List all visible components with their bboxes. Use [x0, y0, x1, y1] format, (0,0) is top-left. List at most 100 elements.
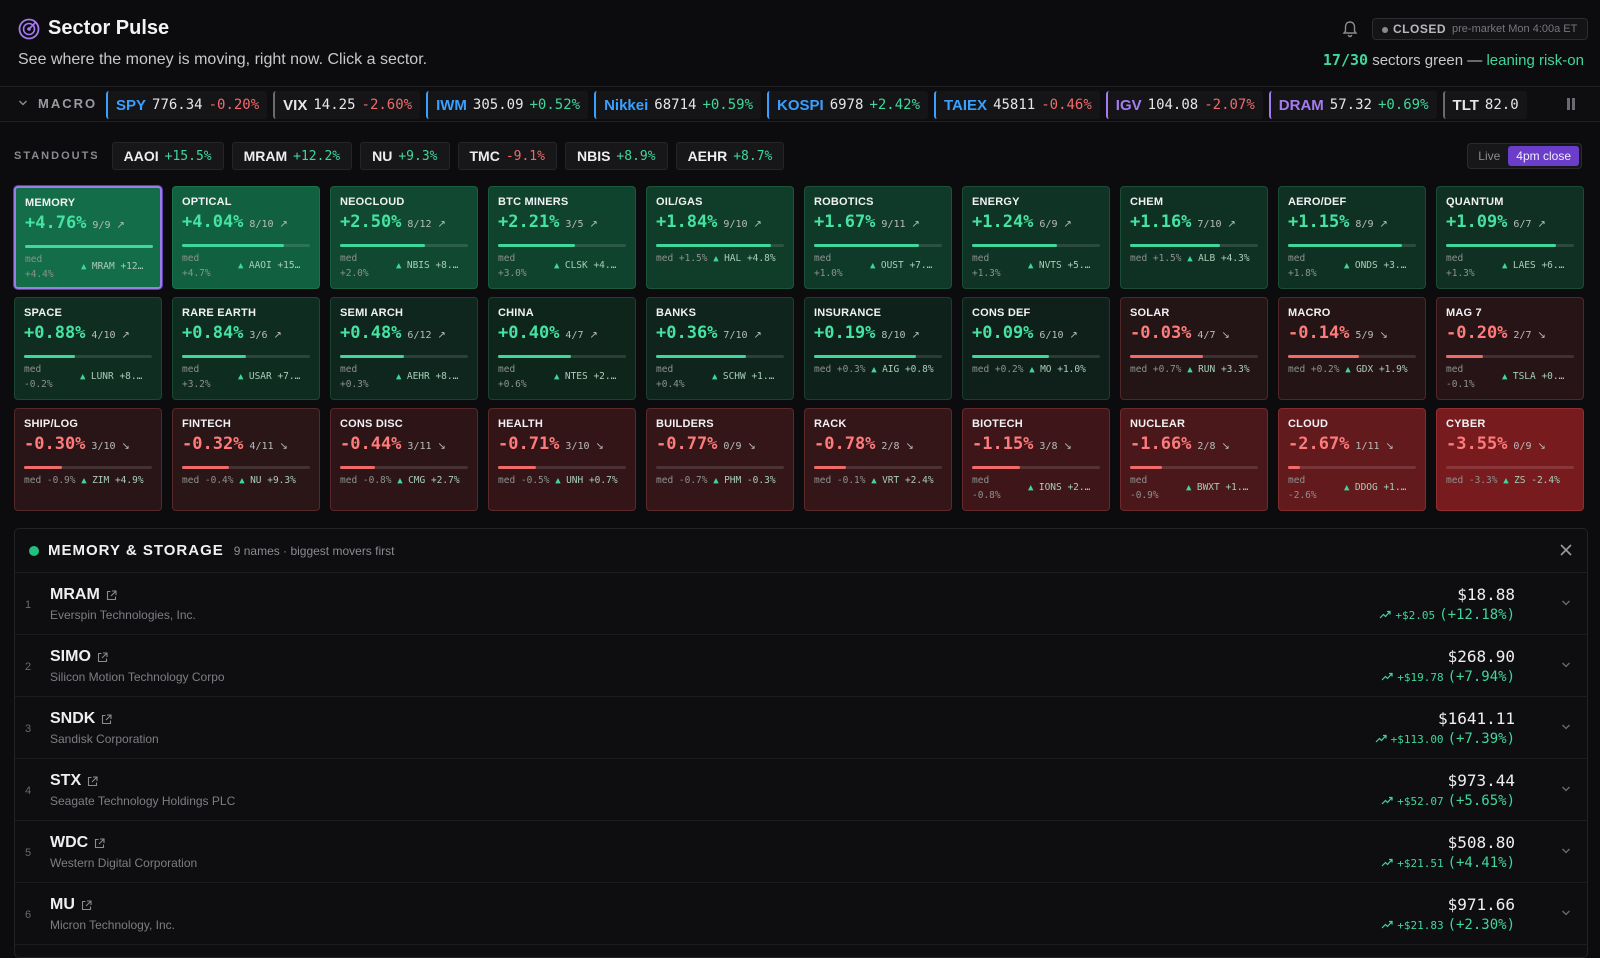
macro-symbol: SPY [116, 96, 147, 114]
leader-text: ONDS +3.… [1354, 260, 1407, 271]
macro-symbol: TAIEX [944, 96, 988, 114]
leader-text: ALB +4.3% [1198, 253, 1250, 264]
median-label: med [340, 253, 358, 264]
app-header: Sector Pulse See where the money is movi… [0, 0, 1600, 84]
external-link-icon[interactable] [81, 899, 92, 911]
toggle-live[interactable]: Live [1478, 149, 1501, 163]
pause-icon[interactable] [1566, 98, 1576, 110]
sector-tile-chem[interactable]: CHEM +1.16% 7/10 ↗ med +1.5% ▲ ALB +4.3% [1120, 186, 1268, 289]
holding-row[interactable]: 5 WDC Western Digital Corporation $508.80 +$… [15, 821, 1587, 883]
chevron-down-icon[interactable] [1561, 846, 1571, 856]
chevron-down-icon[interactable] [1561, 908, 1571, 918]
chevron-down-icon[interactable] [1561, 784, 1571, 794]
macro-ticker-iwm[interactable]: IWM 305.09 +0.52% [426, 91, 589, 119]
sector-tile-mag-7[interactable]: MAG 7 -0.20% 2/7 ↘ med -0.1% ▲ TSLA +0.… [1436, 297, 1584, 400]
sector-tile-fintech[interactable]: FINTECH -0.32% 4/11 ↘ med -0.4% ▲ NU +9.3% [172, 408, 320, 511]
macro-ticker-taiex[interactable]: TAIEX 45811 -0.46% [934, 91, 1100, 119]
sector-tile-cyber[interactable]: CYBER -3.55% 0/9 ↘ med -3.3% ▲ ZS -2.4% [1436, 408, 1584, 511]
sector-tile-solar[interactable]: SOLAR -0.03% 4/7 ↘ med +0.7% ▲ RUN +3.3% [1120, 297, 1268, 400]
external-link-icon[interactable] [87, 775, 98, 787]
holding-row[interactable]: 2 SIMO Silicon Motion Technology Corpo $268… [15, 635, 1587, 697]
external-link-icon[interactable] [106, 589, 117, 601]
standout-chip-nbis[interactable]: NBIS +8.9% [564, 142, 668, 170]
sector-leader: ▲ GDX +1.9% [1345, 364, 1407, 375]
sector-tile-biotech[interactable]: BIOTECH -1.15% 3/8 ↘ med -0.8% ▲ IONS +2.… [962, 408, 1110, 511]
standout-chip-mram[interactable]: MRAM +12.2% [231, 142, 353, 170]
trend-up-icon: ↗ [753, 330, 762, 341]
sector-tile-banks[interactable]: BANKS +0.36% 7/10 ↗ med +0.4% ▲ SCHW +1.… [646, 297, 794, 400]
sector-tile-china[interactable]: CHINA +0.40% 4/7 ↗ med +0.6% ▲ NTES +2.… [488, 297, 636, 400]
external-link-icon[interactable] [94, 837, 105, 849]
macro-ticker-dram[interactable]: DRAM 57.32 +0.69% [1268, 91, 1437, 119]
median-value: -0.4% [204, 475, 234, 486]
sector-name: BIOTECH [972, 418, 1023, 430]
standout-chip-aaoi[interactable]: AAOI +15.5% [111, 142, 224, 170]
macro-symbol: DRAM [1278, 96, 1324, 114]
sector-tile-space[interactable]: SPACE +0.88% 4/10 ↗ med -0.2% ▲ LUNR +8.… [14, 297, 162, 400]
macro-change: -0.20% [208, 97, 260, 113]
macro-ticker-spy[interactable]: SPY 776.34 -0.20% [106, 91, 268, 119]
median-value: -3.3% [1468, 475, 1498, 486]
sector-tile-health[interactable]: HEALTH -0.71% 3/10 ↘ med -0.5% ▲ UNH +0.7% [488, 408, 636, 511]
close-icon[interactable] [1559, 543, 1573, 557]
macro-ticker-kospi[interactable]: KOSPI 6978 +2.42% [767, 91, 928, 119]
holding-symbol-link[interactable]: MU [50, 896, 92, 914]
holding-row[interactable]: 3 SNDK Sandisk Corporation $1641.11 +$113.00… [15, 697, 1587, 759]
sector-tile-aero-def[interactable]: AERO/DEF +1.15% 8/9 ↗ med +1.8% ▲ ONDS +3.… [1278, 186, 1426, 289]
macro-label[interactable]: MACRO [38, 96, 98, 111]
holding-row[interactable]: 4 STX Seagate Technology Holdings PLC $973.… [15, 759, 1587, 821]
sector-tile-builders[interactable]: BUILDERS -0.77% 0/9 ↘ med -0.7% ▲ PHM -0.3% [646, 408, 794, 511]
holding-symbol-link[interactable]: WDC [50, 834, 105, 852]
bell-icon[interactable] [1342, 20, 1358, 38]
chevron-down-icon[interactable] [1561, 598, 1571, 608]
macro-ticker-vix[interactable]: VIX 14.25 -2.60% [273, 91, 421, 119]
sector-tile-optical[interactable]: OPTICAL +4.04% 8/10 ↗ med +4.7% ▲ AAOI +15… [172, 186, 320, 289]
breadth-bar-fill [1288, 355, 1360, 358]
chevron-down-icon[interactable] [18, 98, 28, 108]
holding-symbol-link[interactable]: SIMO [50, 648, 108, 666]
sector-tile-cons-disc[interactable]: CONS DISC -0.44% 3/11 ↘ med -0.8% ▲ CMG +2.7… [330, 408, 478, 511]
sector-tile-memory[interactable]: MEMORY +4.76% 9/9 ↗ med +4.4% ▲ MRAM +12… [14, 186, 162, 289]
holding-symbol-link[interactable]: MRAM [50, 586, 117, 604]
sector-tile-robotics[interactable]: ROBOTICS +1.67% 9/11 ↗ med +1.0% ▲ OUST +7.… [804, 186, 952, 289]
median-value: -0.9% [46, 475, 76, 486]
sector-tile-rack[interactable]: RACK -0.78% 2/8 ↘ med -0.1% ▲ VRT +2.4% [804, 408, 952, 511]
chevron-down-icon[interactable] [1561, 722, 1571, 732]
sector-footer: med -0.1% ▲ VRT +2.4% [814, 473, 944, 489]
standout-chip-aehr[interactable]: AEHR +8.7% [675, 142, 785, 170]
sector-stats: +1.16% 7/10 ↗ [1130, 212, 1258, 232]
holding-row[interactable]: 6 MU Micron Technology, Inc. $971.66 +$21.83… [15, 883, 1587, 945]
sector-tile-cloud[interactable]: CLOUD -2.67% 1/11 ↘ med -2.6% ▲ DDOG +1.… [1278, 408, 1426, 511]
standout-chip-tmc[interactable]: TMC -9.1% [457, 142, 557, 170]
sector-stats: -0.71% 3/10 ↘ [498, 434, 626, 454]
sector-tile-energy[interactable]: ENERGY +1.24% 6/9 ↗ med +1.3% ▲ NVTS +5.… [962, 186, 1110, 289]
sector-tile-rare-earth[interactable]: RARE EARTH +0.84% 3/6 ↗ med +3.2% ▲ USAR +7.… [172, 297, 320, 400]
holding-symbol-link[interactable]: SNDK [50, 710, 112, 728]
sector-tile-nuclear[interactable]: NUCLEAR -1.66% 2/8 ↘ med -0.9% ▲ BWXT +1.… [1120, 408, 1268, 511]
breadth-count: 17/30 [1322, 51, 1369, 69]
trend-up-icon: ↗ [753, 219, 762, 230]
external-link-icon[interactable] [101, 713, 112, 725]
sector-tile-cons-def[interactable]: CONS DEF +0.09% 6/10 ↗ med +0.2% ▲ MO +1.0% [962, 297, 1110, 400]
trend-up-icon: ↗ [1069, 330, 1078, 341]
external-link-icon[interactable] [97, 651, 108, 663]
sector-tile-insurance[interactable]: INSURANCE +0.19% 8/10 ↗ med +0.3% ▲ AIG +0.8… [804, 297, 952, 400]
sector-tile-oil-gas[interactable]: OIL/GAS +1.84% 9/10 ↗ med +1.5% ▲ HAL +4.8% [646, 186, 794, 289]
sector-tile-macro[interactable]: MACRO -0.14% 5/9 ↘ med +0.2% ▲ GDX +1.9% [1278, 297, 1426, 400]
sector-tile-quantum[interactable]: QUANTUM +1.09% 6/7 ↗ med +1.3% ▲ LAES +6.… [1436, 186, 1584, 289]
toggle-4pm-close[interactable]: 4pm close [1508, 146, 1579, 166]
holding-row[interactable]: 1 MRAM Everspin Technologies, Inc. $18.88 +$… [15, 573, 1587, 635]
chevron-down-icon[interactable] [1561, 660, 1571, 670]
sector-tile-btc-miners[interactable]: BTC MINERS +2.21% 3/5 ↗ med +3.0% ▲ CLSK +4.… [488, 186, 636, 289]
trend-up-icon [1375, 734, 1387, 743]
sector-tile-neocloud[interactable]: NEOCLOUD +2.50% 8/12 ↗ med +2.0% ▲ NBIS +8.… [330, 186, 478, 289]
sector-name: BANKS [656, 307, 697, 319]
macro-ticker-tlt[interactable]: TLT 82.0 [1442, 91, 1527, 119]
sector-tile-ship-log[interactable]: SHIP/LOG -0.30% 3/10 ↘ med -0.9% ▲ ZIM +4.9% [14, 408, 162, 511]
sector-tile-semi-arch[interactable]: SEMI ARCH +0.48% 6/12 ↗ med +0.3% ▲ AEHR +8.… [330, 297, 478, 400]
macro-ticker-igv[interactable]: IGV 104.08 -2.07% [1105, 91, 1263, 119]
holding-symbol-link[interactable]: STX [50, 772, 98, 790]
standout-chip-nu[interactable]: NU +9.3% [360, 142, 450, 170]
macro-ticker-nikkei[interactable]: Nikkei 68714 +0.59% [594, 91, 762, 119]
sector-stats: +2.50% 8/12 ↗ [340, 212, 468, 232]
